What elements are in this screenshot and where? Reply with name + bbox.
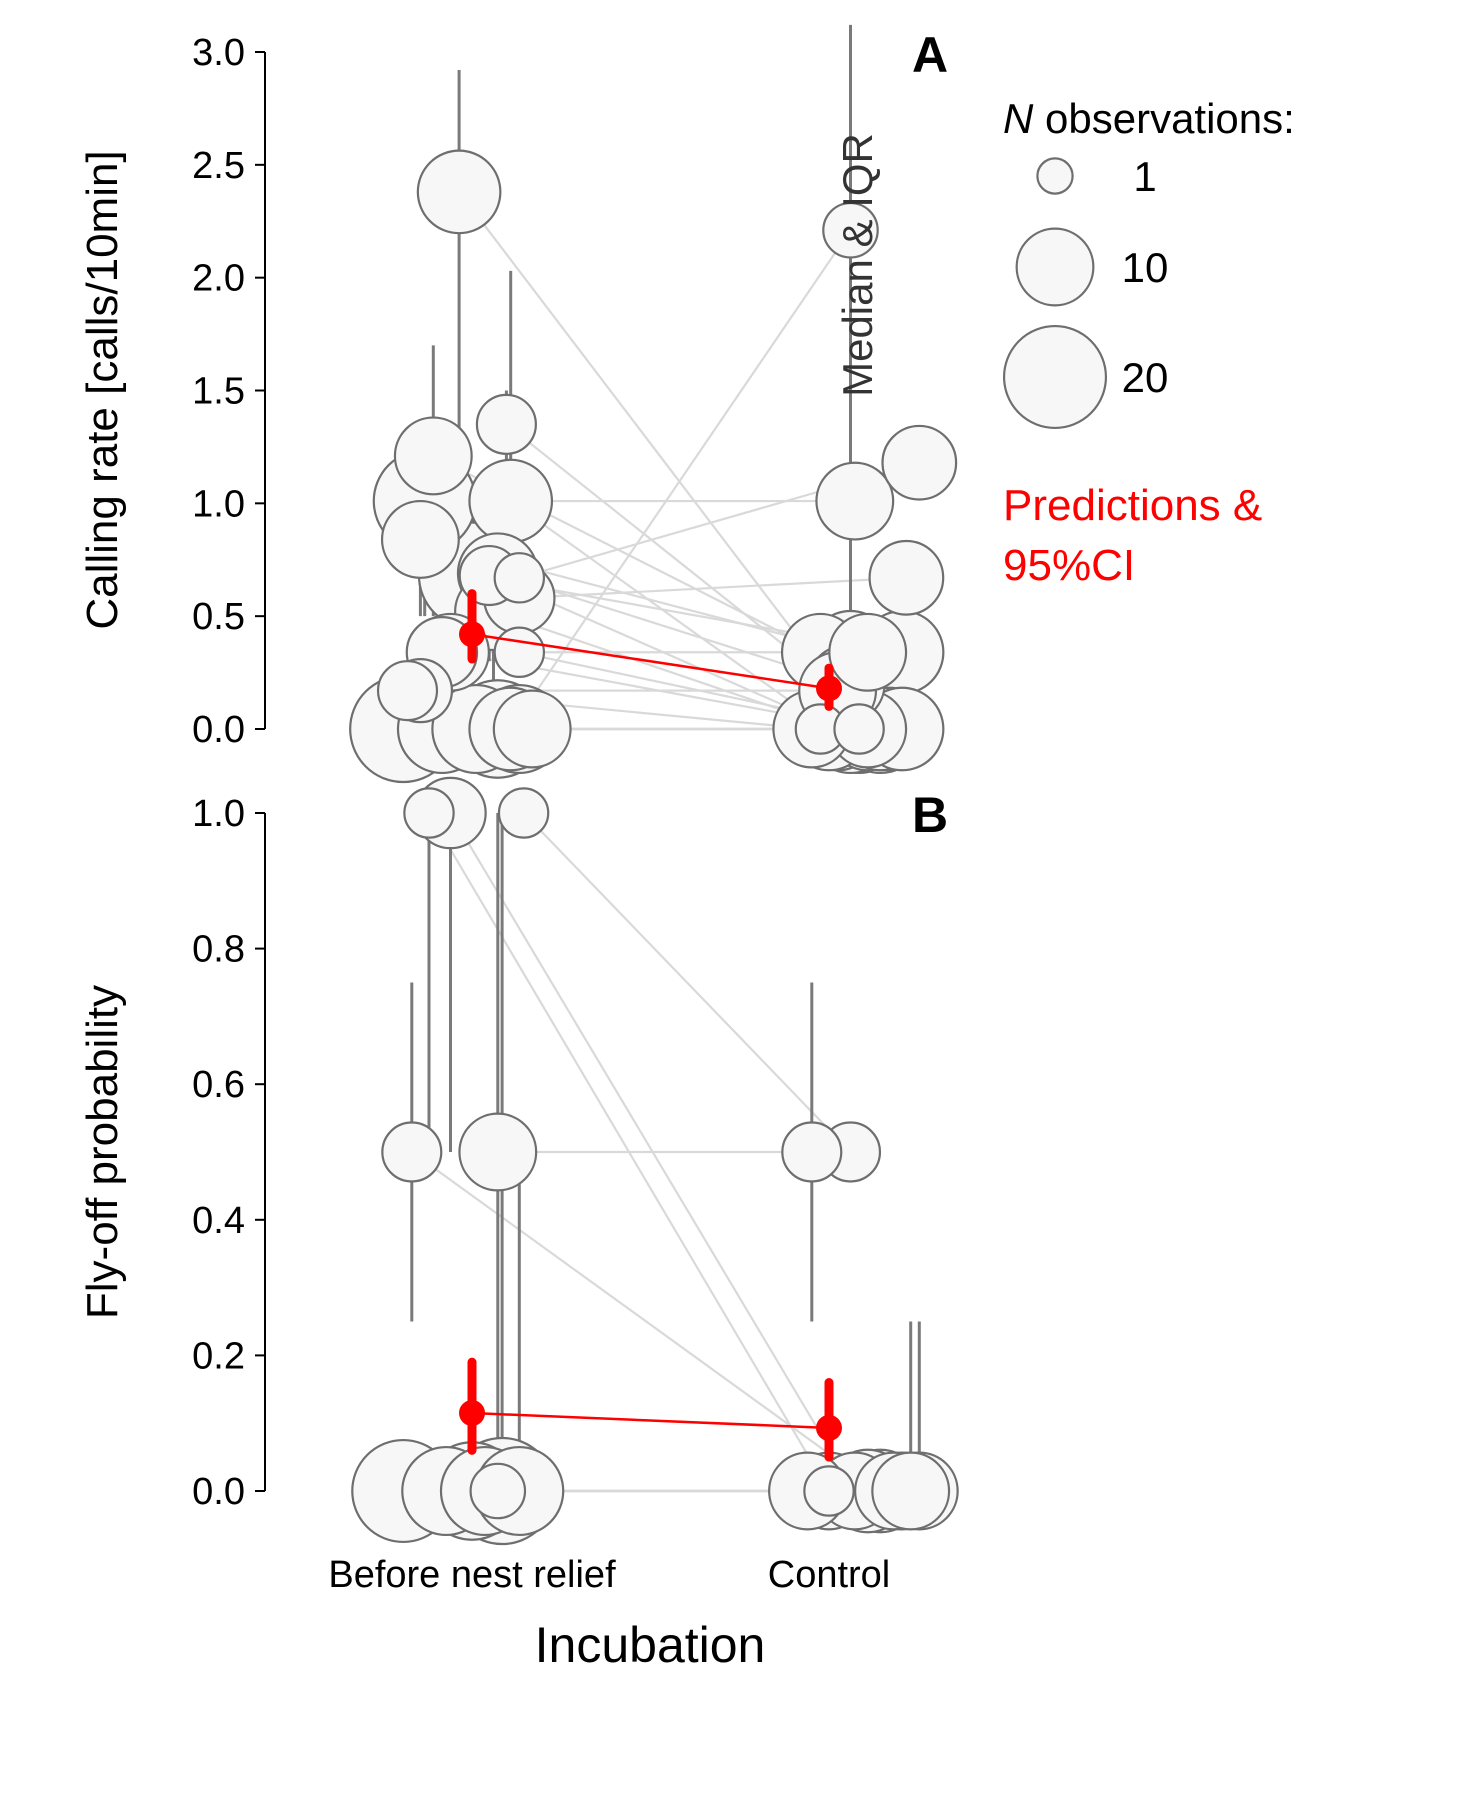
legend-size-label: 20 — [1122, 354, 1169, 401]
observation-point — [781, 1121, 843, 1183]
prediction-point — [459, 621, 485, 648]
observation-point — [376, 660, 439, 722]
observation-point — [833, 703, 885, 755]
x-tick-before-nest-relief: Before nest relief — [328, 1554, 616, 1596]
observation-point — [493, 552, 546, 604]
panel-b-predictions — [459, 1357, 842, 1462]
individual-connector-line — [519, 576, 907, 600]
panel-b-fly-off: 0.0 0.2 0.4 0.6 0.8 1.0 Fly-off probability B — [78, 776, 959, 1546]
y-tick-label: 0.2 — [192, 1335, 245, 1377]
observation-point — [403, 787, 455, 839]
y-tick-label: 0.8 — [192, 929, 245, 971]
legend-size-keys: 1 10 20 — [1002, 153, 1169, 430]
observation-point — [393, 416, 473, 496]
x-tick-control: Control — [768, 1554, 891, 1596]
panel-a-points — [349, 149, 958, 784]
panel-a-calling-rate: 0.0 0.5 1.0 1.5 2.0 2.5 3.0 Calling rate [call… — [78, 24, 958, 784]
legend-predictions-line1: Predictions & — [1003, 481, 1262, 530]
observation-point — [380, 499, 460, 579]
x-axis-title: Incubation — [535, 1617, 766, 1673]
individual-connector-line — [522, 812, 852, 1153]
observation-point — [416, 149, 502, 235]
y-tick-label: 0.5 — [192, 596, 245, 638]
observation-point — [468, 458, 554, 544]
observation-point — [458, 1112, 538, 1192]
individual-connector-line — [509, 229, 852, 730]
individual-connector-line — [411, 1151, 882, 1492]
legend-size-label: 1 — [1133, 153, 1156, 200]
legend-title-rest: observations: — [1033, 95, 1294, 142]
observation-point — [822, 201, 879, 259]
prediction-point — [816, 1414, 842, 1441]
y-tick-label: 3.0 — [192, 32, 245, 74]
observation-point — [828, 612, 908, 692]
observation-point — [492, 689, 572, 769]
legend-size-circle — [1015, 227, 1095, 307]
panel-a-letter: A — [912, 27, 948, 83]
y-tick-label: 1.0 — [192, 793, 245, 835]
y-tick-label: 1.0 — [192, 483, 245, 525]
panel-a-predictions — [459, 589, 842, 711]
legend-size-label: 10 — [1122, 244, 1169, 291]
legend-predictions-line2: 95%CI — [1003, 541, 1135, 590]
panel-a-y-axis-title: Calling rate [calls/10min] — [78, 150, 127, 629]
y-tick-label: 0.4 — [192, 1200, 245, 1242]
y-tick-label: 2.5 — [192, 145, 245, 187]
y-tick-label: 2.0 — [192, 258, 245, 300]
legend-title-n: N — [1003, 95, 1034, 142]
observation-point — [381, 1121, 443, 1183]
median-iqr-label: Median & IQR — [834, 133, 881, 397]
y-tick-label: 1.5 — [192, 371, 245, 413]
observation-point — [815, 461, 895, 541]
observation-point — [497, 787, 550, 839]
observation-point — [493, 626, 546, 679]
observation-point — [475, 393, 537, 455]
observation-point — [868, 539, 945, 616]
legend-size-circle — [1036, 157, 1074, 195]
y-tick-label: 0.0 — [192, 1471, 245, 1513]
panel-b-points — [351, 776, 959, 1546]
prediction-line — [471, 632, 830, 690]
observation-point — [881, 424, 958, 501]
y-tick-label: 0.0 — [192, 709, 245, 751]
panel-b-letter: B — [912, 787, 948, 843]
observation-point — [803, 1465, 855, 1517]
prediction-line — [471, 1411, 830, 1430]
legend: N observations: 1 10 20 Predictions & 95%C… — [1002, 95, 1295, 590]
observation-point — [871, 1451, 951, 1531]
panel-b-y-axis-title: Fly-off probability — [78, 985, 127, 1319]
prediction-point — [459, 1400, 485, 1427]
prediction-point — [816, 675, 842, 702]
legend-size-circle — [1002, 324, 1108, 430]
legend-title: N observations: — [1003, 95, 1295, 142]
y-tick-label: 0.6 — [192, 1064, 245, 1106]
panel-b-y-ticks: 0.0 0.2 0.4 0.6 0.8 1.0 — [192, 793, 265, 1513]
panel-a-y-ticks: 0.0 0.5 1.0 1.5 2.0 2.5 3.0 — [192, 32, 265, 751]
observation-point — [469, 1462, 527, 1520]
